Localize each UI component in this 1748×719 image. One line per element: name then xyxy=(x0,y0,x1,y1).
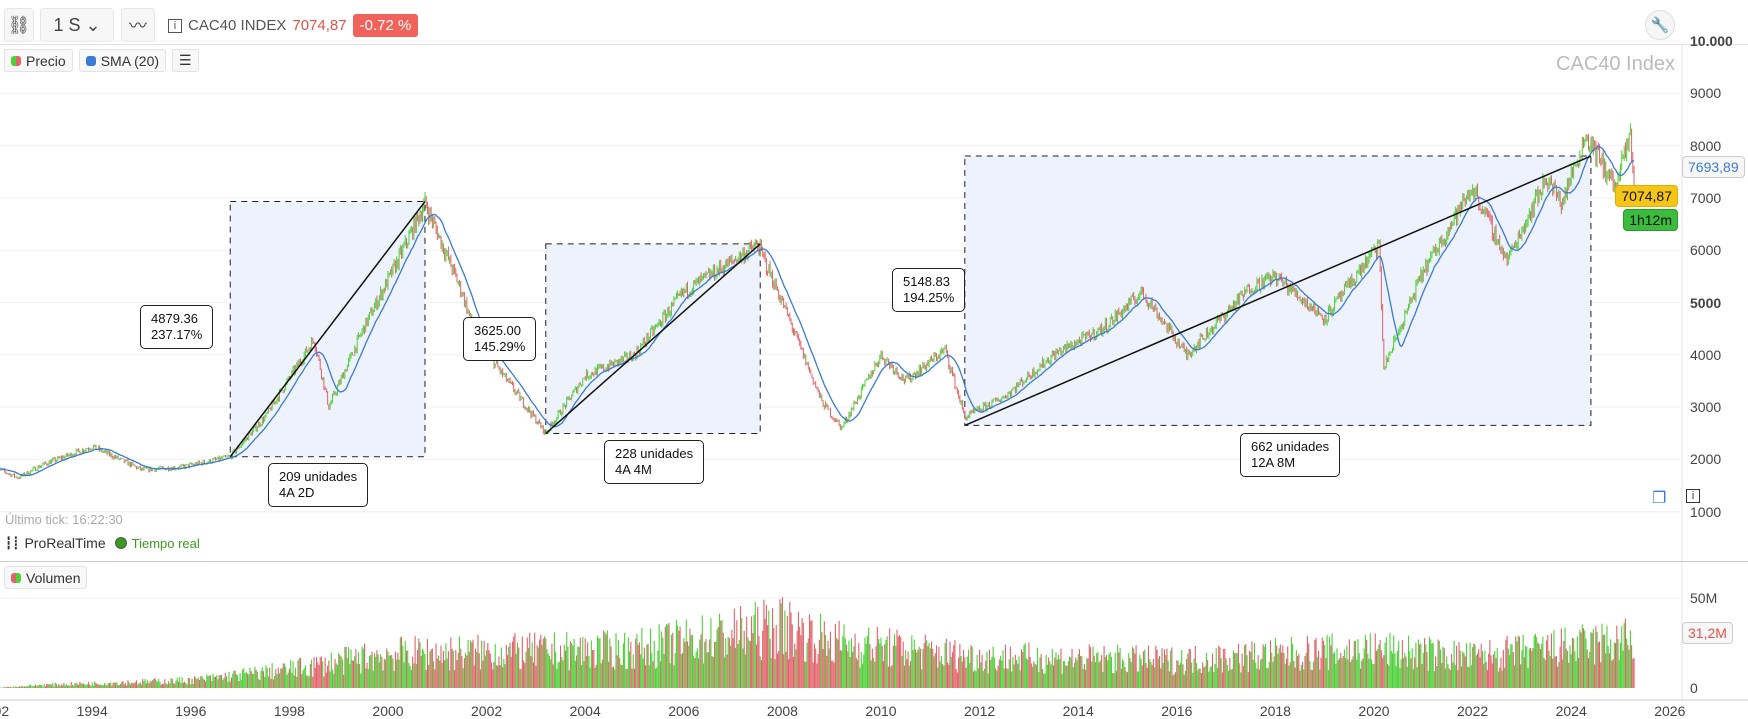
timer-tag: 1h12m xyxy=(1623,209,1678,231)
last-price: 7074,87 xyxy=(292,17,347,34)
trend-line xyxy=(545,243,761,435)
date-axis-label: 2004 xyxy=(569,703,601,719)
annotation-bars: 228 unidades xyxy=(615,446,694,461)
date-axis-label: 1994 xyxy=(76,703,108,719)
price-axis-label: 3000 xyxy=(1690,399,1722,416)
volume-axis-label: 50M xyxy=(1690,590,1718,606)
annotation-change: 5148.83 xyxy=(903,274,950,289)
link-icon[interactable]: ⛓ xyxy=(4,8,34,42)
date-axis-label: 2008 xyxy=(766,703,798,719)
copy-icon[interactable]: ❐ xyxy=(1652,490,1667,507)
sma-value-tag: 7693,89 xyxy=(1682,156,1745,178)
price-axis-label: 5000 xyxy=(1690,294,1722,311)
price-axis-label: 10.000 xyxy=(1690,33,1733,49)
date-axis-label: 1998 xyxy=(273,703,305,719)
price-axis-label: 6000 xyxy=(1690,242,1722,259)
volume-axis-label: 0 xyxy=(1690,680,1698,696)
date-axis-label: 2022 xyxy=(1457,703,1489,719)
candles-icon: ┇┋ xyxy=(5,536,20,550)
legend-price[interactable]: Precio xyxy=(4,49,73,72)
price-axis-label: 9000 xyxy=(1690,85,1722,102)
date-axis-label: 2002 xyxy=(471,703,503,719)
date-axis-label: 2012 xyxy=(964,703,996,719)
legend: Precio SMA (20) ☰ xyxy=(4,49,199,72)
symbol-name: CAC40 INDEX xyxy=(188,17,287,34)
annotation-bars: 209 unidades xyxy=(279,469,358,484)
annotation-change: 4879.36 xyxy=(151,311,198,326)
bars-label[interactable]: 228 unidades 4A 4M xyxy=(604,440,705,484)
date-axis-label: 2016 xyxy=(1161,703,1193,719)
realtime-dot-icon xyxy=(114,537,127,549)
bars-label[interactable]: 209 unidades 4A 2D xyxy=(268,463,369,507)
legend-sma[interactable]: SMA (20) xyxy=(78,49,167,72)
info-icon[interactable]: i xyxy=(168,18,182,33)
date-axis-label: 2024 xyxy=(1555,703,1587,719)
price-axis-label: 1000 xyxy=(1690,503,1722,520)
provider: ┇┋ ProRealTime Tiempo real xyxy=(5,535,200,551)
price-swatch xyxy=(11,55,21,66)
trend-line xyxy=(964,155,1592,427)
volume-swatch xyxy=(11,572,21,583)
change-badge: -0.72 % xyxy=(352,14,419,37)
symbol-info: i CAC40 INDEX 7074,87 -0.72 % xyxy=(168,14,419,37)
annotation-pct: 145.29% xyxy=(474,339,526,354)
annotation-span: 4A 4M xyxy=(615,462,652,477)
bars-label[interactable]: 662 unidades 12A 8M xyxy=(1240,433,1341,477)
toolbar: ⛓ 1 S ⌄ 〰 i CAC40 INDEX 7074,87 -0.72 % … xyxy=(0,0,1748,45)
change-label[interactable]: 3625.00 145.29% xyxy=(463,317,537,361)
sma-swatch xyxy=(85,55,96,66)
date-axis-label: 2010 xyxy=(865,703,897,719)
date-axis-label: 2006 xyxy=(668,703,700,719)
change-label[interactable]: 5148.83 194.25% xyxy=(892,268,966,312)
info-icon[interactable]: i xyxy=(1686,489,1700,503)
price-axis-label: 8000 xyxy=(1690,137,1722,154)
sma-line xyxy=(0,145,1635,477)
date-axis-label: 2014 xyxy=(1062,703,1094,719)
price-axis-label: 7000 xyxy=(1690,189,1722,206)
change-label[interactable]: 4879.36 237.17% xyxy=(140,305,214,349)
annotation-span: 12A 8M xyxy=(1251,455,1296,470)
last-tick: Último tick: 16:22:30 xyxy=(5,512,123,527)
price-axis-label: 2000 xyxy=(1690,451,1722,468)
annotation-pct: 194.25% xyxy=(903,290,955,305)
date-axis-label: 2000 xyxy=(372,703,404,719)
indicators-icon[interactable]: 〰 xyxy=(121,8,155,42)
date-axis-label: 1996 xyxy=(175,703,207,719)
price-axis-label: 4000 xyxy=(1690,346,1722,363)
annotation-span: 4A 2D xyxy=(279,485,315,500)
annotation-pct: 237.17% xyxy=(151,327,203,342)
trend-line xyxy=(229,201,426,458)
watermark: CAC40 Index xyxy=(1556,53,1675,75)
wrench-icon[interactable]: 🔧 xyxy=(1645,10,1675,40)
date-axis-label: 2018 xyxy=(1259,703,1291,719)
price-tag: 7074,87 xyxy=(1615,185,1678,207)
date-axis-label: 1992 xyxy=(0,703,10,719)
list-icon[interactable]: ☰ xyxy=(172,49,199,72)
volume-value-tag: 31,2M xyxy=(1682,622,1733,644)
annotation-change: 3625.00 xyxy=(474,323,521,338)
legend-volume[interactable]: Volumen xyxy=(4,566,88,589)
annotation-bars: 662 unidades xyxy=(1251,439,1330,454)
date-axis-label: 2026 xyxy=(1654,703,1686,719)
panel-divider[interactable] xyxy=(0,561,1748,562)
date-axis-label: 2020 xyxy=(1358,703,1390,719)
